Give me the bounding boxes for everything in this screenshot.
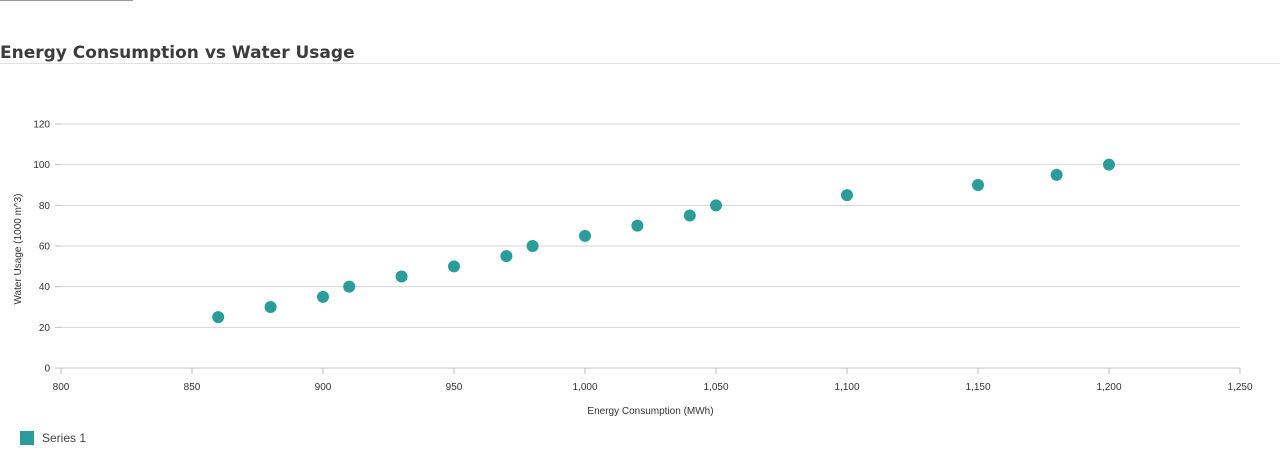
y-tick-label-80: 80 bbox=[39, 201, 51, 212]
legend-label-series-1[interactable]: Series 1 bbox=[42, 431, 87, 445]
y-tick-label-100: 100 bbox=[33, 160, 50, 171]
y-tick-labels: 0 20 40 60 80 100 120 bbox=[33, 120, 50, 375]
y-tick-label-60: 60 bbox=[39, 242, 51, 253]
data-point-6 bbox=[448, 260, 460, 273]
data-point-15 bbox=[1050, 168, 1063, 181]
data-point-16 bbox=[1103, 158, 1115, 171]
chart-title: Energy Consumption vs Water Usage bbox=[0, 43, 355, 63]
x-tick-labels: 800 850 900 950 1,000 1,050 1,100 1,150 1,200 1,2… bbox=[53, 382, 1253, 393]
data-point-14 bbox=[972, 179, 984, 191]
y-tick-label-0: 0 bbox=[44, 364, 50, 375]
data-point-7 bbox=[500, 250, 513, 263]
x-tick-label-1050: 1,050 bbox=[703, 382, 728, 393]
legend-swatch-series-1[interactable] bbox=[20, 431, 34, 445]
data-point-1 bbox=[212, 311, 225, 324]
x-tick-label-1200: 1,200 bbox=[1096, 382, 1121, 393]
legend: Series 1 bbox=[20, 431, 86, 445]
grid-lines bbox=[61, 123, 1240, 328]
x-tick-label-850: 850 bbox=[184, 382, 201, 393]
x-tick-label-800: 800 bbox=[53, 382, 70, 393]
x-tick-label-1250: 1,250 bbox=[1227, 382, 1252, 393]
y-tick-label-20: 20 bbox=[39, 323, 51, 334]
x-axis-title: Energy Consumption (MWh) bbox=[587, 406, 713, 417]
data-points bbox=[212, 158, 1115, 324]
y-tick-label-40: 40 bbox=[39, 282, 51, 293]
y-axis-title: Water Usage (1000 m^3) bbox=[13, 193, 24, 304]
data-point-12 bbox=[710, 199, 722, 212]
top-tab-underline bbox=[0, 0, 133, 1]
axes bbox=[55, 123, 1241, 374]
x-tick-label-1100: 1,100 bbox=[834, 382, 859, 393]
data-point-8 bbox=[526, 240, 539, 252]
data-point-13 bbox=[841, 189, 853, 202]
data-point-10 bbox=[631, 219, 644, 232]
data-point-5 bbox=[395, 270, 408, 283]
data-point-9 bbox=[579, 229, 591, 242]
x-tick-label-1000: 1,000 bbox=[572, 382, 597, 393]
data-point-3 bbox=[317, 290, 329, 303]
x-tick-label-1150: 1,150 bbox=[965, 382, 990, 393]
data-point-2 bbox=[264, 301, 277, 313]
y-tick-label-120: 120 bbox=[33, 120, 50, 131]
data-point-4 bbox=[343, 280, 356, 293]
data-point-11 bbox=[683, 209, 696, 222]
x-tick-label-900: 900 bbox=[315, 382, 332, 393]
x-tick-label-950: 950 bbox=[446, 382, 463, 393]
title-divider bbox=[0, 63, 1280, 64]
